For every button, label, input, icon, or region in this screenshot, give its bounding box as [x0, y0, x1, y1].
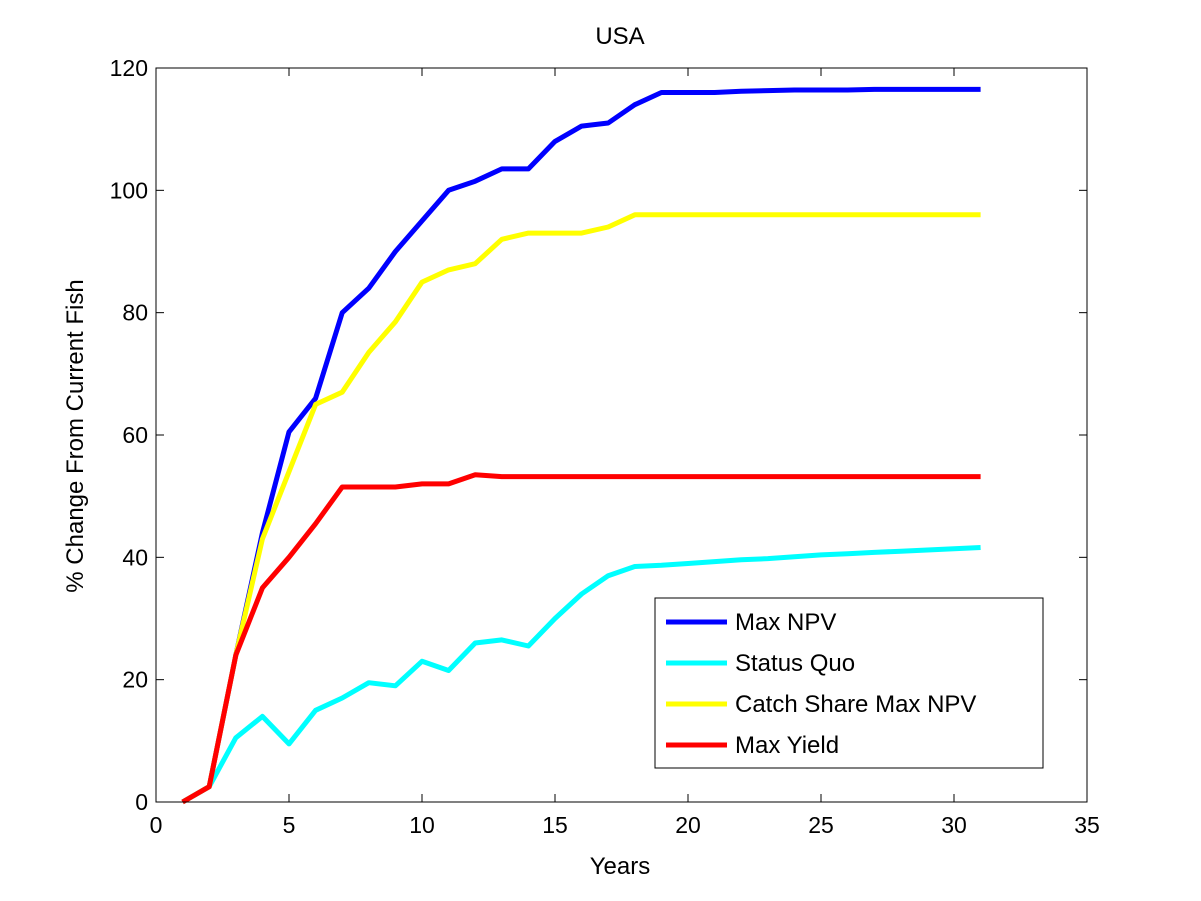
x-tick-label: 25: [808, 812, 834, 838]
y-tick-label: 120: [110, 55, 148, 81]
series-line-catch-share-max-npv: [181, 212, 981, 805]
y-tick-label: 40: [122, 544, 148, 570]
series-line-max-npv: [181, 86, 981, 805]
x-tick-label: 30: [941, 812, 967, 838]
y-tick-label: 20: [122, 667, 148, 693]
x-tick-label: 20: [675, 812, 701, 838]
x-axis-label: Years: [590, 853, 651, 880]
legend: Max NPV Status Quo Catch Share Max NPV Max …: [654, 597, 1044, 769]
x-tick-label: 5: [283, 812, 296, 838]
y-tick-label: 60: [122, 422, 148, 448]
legend-label-max-yield: Max Yield: [735, 732, 839, 759]
x-tick-label: 0: [150, 812, 163, 838]
axes-layer: 0 5 10 15 20 25 30 35 0 20 40 60 80 100 120: [110, 55, 1100, 838]
x-tick-label: 35: [1074, 812, 1100, 838]
y-tick-label: 0: [135, 789, 148, 815]
legend-label-catch-share-max-npv: Catch Share Max NPV: [735, 691, 976, 718]
legend-label-status-quo: Status Quo: [735, 650, 855, 677]
series-line-max-yield: [181, 472, 981, 805]
series-line-status-quo: [181, 545, 981, 805]
y-axis-label: % Change From Current Fish: [62, 279, 89, 592]
y-tick-label: 80: [122, 300, 148, 326]
y-tick-label: 100: [110, 177, 148, 203]
x-tick-label: 10: [409, 812, 435, 838]
chart-title: USA: [595, 23, 644, 50]
legend-box: [654, 597, 1044, 769]
series-layer: [181, 86, 981, 805]
legend-label-max-npv: Max NPV: [735, 609, 836, 636]
x-tick-label: 15: [542, 812, 568, 838]
